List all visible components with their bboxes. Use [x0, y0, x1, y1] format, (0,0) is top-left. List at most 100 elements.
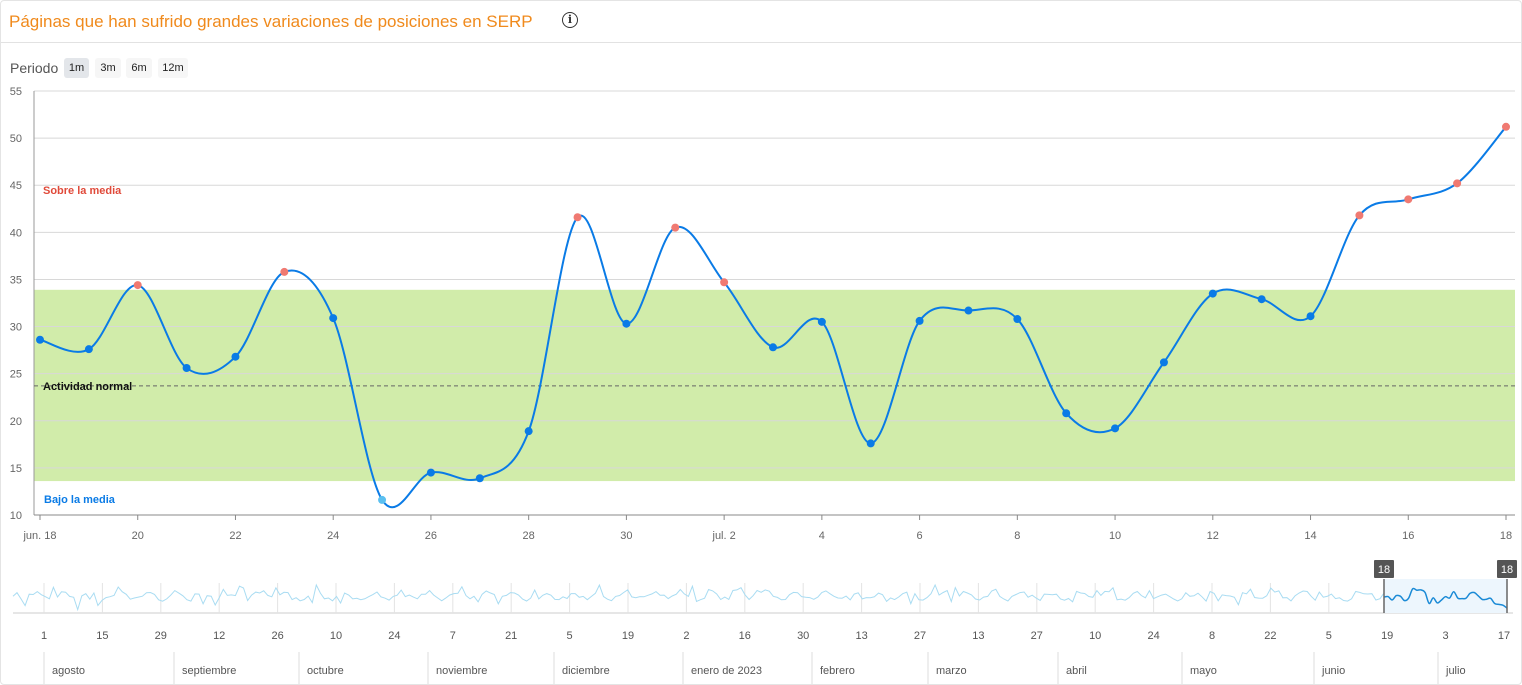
card-header: Páginas que han sufrido grandes variacio…	[1, 1, 1521, 43]
data-point	[1306, 312, 1315, 321]
data-point	[1062, 409, 1071, 418]
x-tick-label: jul. 2	[712, 530, 736, 542]
data-point	[915, 316, 924, 325]
data-point	[964, 306, 973, 315]
data-point	[622, 319, 631, 328]
navigator-day-label: 7	[450, 630, 456, 642]
y-tick-label: 50	[10, 133, 22, 145]
navigator-month-label: septiembre	[182, 665, 236, 677]
navigator-day-label: 19	[1381, 630, 1393, 642]
navigator-day-label: 13	[972, 630, 984, 642]
navigator-selected-line	[1383, 587, 1508, 609]
y-tick-label: 10	[10, 510, 22, 522]
navigator-day-label: 26	[271, 630, 283, 642]
data-point	[1111, 424, 1120, 433]
navigator-day-label: 10	[1089, 630, 1101, 642]
navigator-day-label: 29	[155, 630, 167, 642]
data-point	[866, 439, 875, 448]
y-tick-label: 20	[10, 416, 22, 428]
x-tick-label: 24	[327, 530, 339, 542]
data-point	[36, 335, 44, 344]
navigator-day-label: 15	[96, 630, 108, 642]
period-6m-button[interactable]: 6m	[126, 58, 152, 78]
navigator-day-label: 22	[1264, 630, 1276, 642]
navigator-day-label: 27	[1031, 630, 1043, 642]
data-point	[1404, 195, 1413, 204]
y-tick-label: 40	[10, 227, 22, 239]
y-tick-label: 35	[10, 274, 22, 286]
x-tick-label: 20	[132, 530, 144, 542]
y-tick-label: 15	[10, 463, 22, 475]
x-tick-label: 8	[1014, 530, 1020, 542]
navigator-month-label: febrero	[820, 665, 855, 677]
navigator-month-label: junio	[1321, 665, 1345, 677]
data-point	[671, 223, 680, 232]
navigator-day-label: 1	[41, 630, 47, 642]
period-1m-button[interactable]: 1m	[64, 58, 89, 78]
navigator-day-label: 21	[505, 630, 517, 642]
navigator-month-label: mayo	[1190, 665, 1217, 677]
below-average-label: Bajo la media	[44, 494, 116, 506]
navigator[interactable]: 1 15 29 12 26 10 24 7 21 5 19 2 16 30 13 27 13 27 10 24 8 22 5…	[1, 548, 1521, 684]
x-tick-label: 12	[1207, 530, 1219, 542]
data-point	[1159, 358, 1168, 367]
x-tick-label: 4	[819, 530, 825, 542]
navigator-month-label: noviembre	[436, 665, 487, 677]
data-point	[817, 317, 826, 326]
data-point	[378, 495, 387, 504]
navigator-month-label: julio	[1445, 665, 1466, 677]
data-point	[329, 314, 338, 323]
x-tick-label: jun. 18	[22, 530, 56, 542]
navigator-day-label: 3	[1443, 630, 1449, 642]
navigator-day-label: 5	[1326, 630, 1332, 642]
x-tick-label: 6	[917, 530, 923, 542]
card-title: Páginas que han sufrido grandes variacio…	[9, 12, 533, 31]
navigator-month-label: enero de 2023	[691, 665, 762, 677]
data-point	[1257, 295, 1266, 304]
data-point	[475, 474, 484, 483]
info-icon[interactable]: i	[562, 12, 578, 28]
data-point	[1355, 211, 1364, 220]
y-tick-label: 45	[10, 180, 22, 192]
data-point	[280, 267, 289, 276]
navigator-day-label: 13	[855, 630, 867, 642]
navigator-day-label: 8	[1209, 630, 1215, 642]
x-tick-label: 22	[229, 530, 241, 542]
data-point	[524, 427, 533, 436]
navigator-handle-left-label: 18	[1378, 564, 1390, 576]
period-12m-button[interactable]: 12m	[158, 58, 188, 78]
navigator-history-line	[12, 583, 1385, 612]
navigator-day-label: 17	[1498, 630, 1510, 642]
x-tick-label: 14	[1304, 530, 1316, 542]
navigator-day-label: 12	[213, 630, 225, 642]
navigator-day-label: 19	[622, 630, 634, 642]
navigator-handle-right-label: 18	[1501, 564, 1513, 576]
main-chart: 10 15 20 25 30 35 40 45 50 55 Sobre la media Activi…	[10, 86, 1515, 542]
navigator-day-label: 24	[388, 630, 400, 642]
period-label: Periodo	[10, 60, 59, 76]
navigator-day-label: 30	[797, 630, 809, 642]
x-tick-label: 26	[425, 530, 437, 542]
navigator-month-label: agosto	[52, 665, 85, 677]
navigator-day-label: 27	[914, 630, 926, 642]
y-tick-label: 55	[10, 86, 22, 98]
navigator-month-label: octubre	[307, 665, 344, 677]
data-point	[573, 213, 582, 222]
data-point	[426, 468, 435, 477]
period-3m-button[interactable]: 3m	[95, 58, 121, 78]
data-point	[1208, 289, 1217, 298]
data-point	[84, 345, 93, 354]
data-point	[1502, 122, 1510, 131]
navigator-handle-right	[1497, 560, 1517, 578]
navigator-month-label: marzo	[936, 665, 967, 677]
data-point	[720, 278, 729, 287]
x-tick-label: 30	[620, 530, 632, 542]
data-point	[182, 364, 191, 373]
data-point	[769, 343, 777, 352]
series-line	[39, 126, 1507, 509]
x-tick-label: 18	[1500, 530, 1512, 542]
x-tick-label: 10	[1109, 530, 1121, 542]
above-average-label: Sobre la media	[43, 185, 122, 197]
y-tick-label: 30	[10, 322, 22, 334]
